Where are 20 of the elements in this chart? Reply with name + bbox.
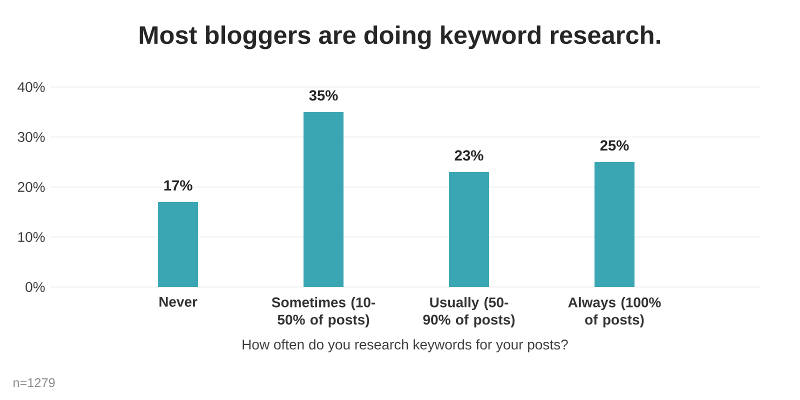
bar (304, 112, 344, 287)
chart-title: Most bloggers are doing keyword research. (140, 25, 660, 50)
data-label: 17% (164, 180, 192, 191)
y-tick-label: 10% (18, 232, 45, 242)
y-tick-label: 0% (26, 282, 45, 292)
bar (158, 202, 198, 287)
data-label: 23% (454, 150, 484, 161)
y-tick-label: 40% (18, 82, 45, 92)
x-tick-label: Usually (50-90% of posts) (423, 297, 515, 328)
data-label: 35% (309, 90, 338, 101)
x-tick-label: Sometimes (10-50% of posts) (272, 297, 376, 328)
y-tick-label: 20% (18, 182, 45, 192)
x-tick-label: Always (100% of posts) (568, 297, 661, 328)
x-axis-title: How often do you research keywords for your posts? (242, 339, 568, 352)
bar (449, 172, 490, 287)
y-tick-label: 30% (18, 132, 45, 142)
bar (594, 162, 635, 287)
data-label: 25% (600, 140, 629, 151)
text: n=1279 (14, 378, 55, 388)
x-tick-label: Never (160, 297, 198, 307)
